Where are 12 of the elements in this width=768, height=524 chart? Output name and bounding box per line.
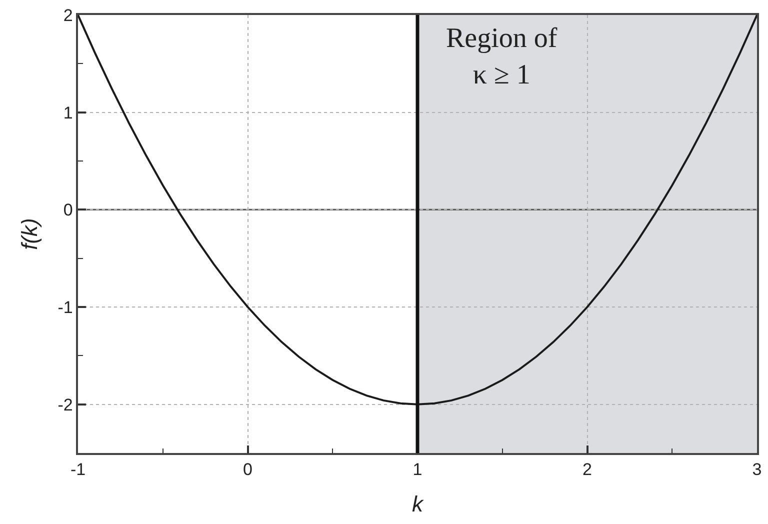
y-tick-label: -1: [58, 298, 73, 317]
band-label: Region of κ ≥ 1: [446, 23, 558, 90]
y-tick-label: 1: [63, 103, 73, 122]
y-tick-label: 2: [63, 6, 73, 25]
x-tick-label: 3: [752, 460, 762, 480]
y-tick-label: 0: [63, 200, 73, 220]
y-tick-label: -2: [58, 395, 73, 414]
y-axis-title: f(k): [17, 218, 42, 250]
x-tick-label: 1: [412, 460, 422, 480]
x-axis-title: k: [412, 492, 424, 517]
x-tick-label: 0: [243, 460, 252, 480]
x-tick-label: 2: [582, 460, 592, 480]
